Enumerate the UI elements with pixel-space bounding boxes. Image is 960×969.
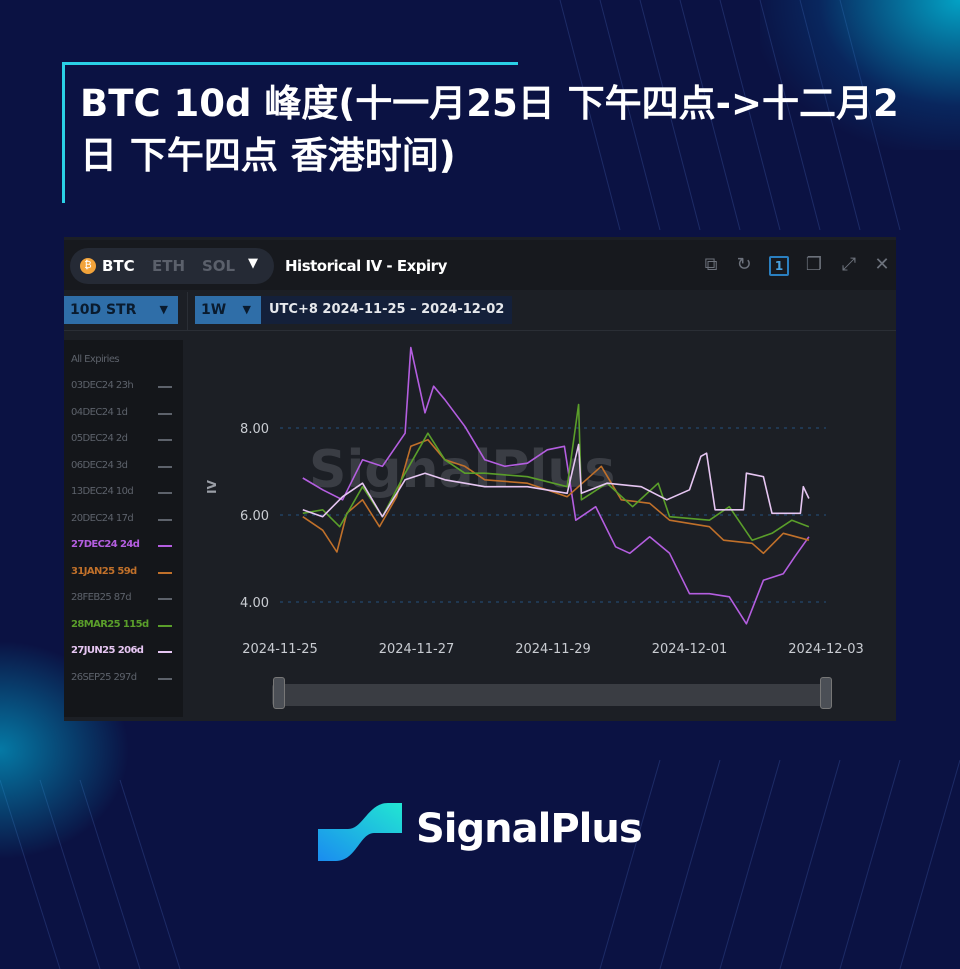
- legend-item[interactable]: 27DEC24 24d: [71, 539, 172, 550]
- legend-item[interactable]: 31JAN25 59d: [71, 565, 172, 577]
- legend-item-label: 03DEC24 23h: [71, 380, 134, 391]
- close-icon[interactable]: ✕: [874, 254, 890, 275]
- legend-line-swatch: [158, 439, 172, 441]
- legend-item-label: 28MAR25 115d: [71, 618, 149, 630]
- legend-line-swatch: [158, 412, 172, 415]
- coin-btc[interactable]: BTC: [102, 257, 135, 275]
- page-title: BTC 10d 峰度(十一月25日 下午四点->十二月2日 下午四点 香港时间): [80, 82, 899, 177]
- range-select-value: 1W: [201, 302, 227, 318]
- legend-item[interactable]: 26SEP25 297d: [71, 671, 172, 683]
- divider: [187, 292, 188, 330]
- legend-line-swatch: [158, 386, 172, 388]
- legend-item[interactable]: 05DEC24 2d: [71, 433, 172, 444]
- bitcoin-icon: ₿: [80, 258, 96, 274]
- metric-select[interactable]: 10D STR ▼: [64, 296, 178, 324]
- legend-line-swatch: [158, 677, 172, 680]
- legend-item[interactable]: 27JUN25 206d: [71, 645, 172, 656]
- expiry-legend: All Expiries 03DEC24 23h 04DEC24 1d 05DEC2…: [64, 340, 183, 717]
- x-tick-label: 2024-11-27: [379, 642, 455, 657]
- legend-line-swatch: [158, 598, 172, 600]
- legend-item-label: 27DEC24 24d: [71, 539, 140, 550]
- x-tick-label: 2024-11-25: [242, 642, 318, 657]
- legend-item[interactable]: 20DEC24 17d: [71, 512, 172, 524]
- y-tick-label: 6.00: [240, 509, 269, 524]
- legend-header[interactable]: All Expiries: [71, 354, 120, 365]
- x-tick-label: 2024-11-29: [515, 642, 591, 657]
- title-frame: [62, 62, 518, 203]
- historical-iv-widget: ₿ BTC ETH SOL ▼ Historical IV - Expiry ⧉…: [64, 237, 896, 721]
- metric-select-value: 10D STR: [70, 302, 137, 318]
- range-handle-left[interactable]: [273, 677, 285, 709]
- date-range[interactable]: UTC+8 2024-11-25 – 2024-12-02: [261, 296, 513, 324]
- range-scrollbar[interactable]: [272, 684, 832, 706]
- widget-title: Historical IV - Expiry: [285, 257, 447, 275]
- series-line-27dec24: [302, 346, 810, 625]
- widget-header: ₿ BTC ETH SOL ▼ Historical IV - Expiry ⧉…: [64, 240, 896, 290]
- brand-name: SignalPlus: [416, 806, 643, 852]
- range-handle-right[interactable]: [820, 677, 832, 709]
- y-tick-label: 4.00: [240, 596, 269, 611]
- legend-line-swatch: [158, 465, 172, 468]
- coin-selector[interactable]: ₿ BTC ETH SOL ▼: [70, 248, 274, 284]
- legend-line-swatch: [158, 571, 172, 574]
- caret-down-icon: ▼: [242, 303, 251, 316]
- legend-item[interactable]: 03DEC24 23h: [71, 380, 172, 391]
- series-line-31jan25: [302, 438, 810, 555]
- legend-item[interactable]: 04DEC24 1d: [71, 406, 172, 418]
- y-axis-label: IV: [205, 479, 219, 493]
- legend-item-label: 27JUN25 206d: [71, 645, 144, 656]
- legend-line-swatch: [158, 624, 172, 627]
- legend-item-label: 31JAN25 59d: [71, 565, 137, 577]
- legend-line-swatch: [158, 518, 172, 521]
- duplicate-icon[interactable]: ❐: [805, 254, 823, 275]
- glow-top-right: [760, 0, 960, 150]
- legend-item-label: 04DEC24 1d: [71, 406, 128, 418]
- legend-item-label: 20DEC24 17d: [71, 512, 134, 524]
- signalplus-logo-icon: [318, 803, 402, 861]
- legend-item-label: 13DEC24 10d: [71, 486, 134, 497]
- legend-item[interactable]: 13DEC24 10d: [71, 486, 172, 497]
- legend-item-label: 28FEB25 87d: [71, 592, 132, 603]
- legend-line-swatch: [158, 492, 172, 494]
- external-link-icon[interactable]: ⧉: [704, 254, 718, 275]
- legend-item-label: 06DEC24 3d: [71, 459, 128, 471]
- x-tick-label: 2024-12-03: [788, 642, 864, 657]
- window-number-badge[interactable]: 1: [769, 256, 789, 276]
- legend-item-label: 05DEC24 2d: [71, 433, 128, 444]
- x-tick-label: 2024-12-01: [652, 642, 728, 657]
- legend-item[interactable]: 28MAR25 115d: [71, 618, 172, 630]
- legend-item-label: 26SEP25 297d: [71, 671, 137, 683]
- legend-line-swatch: [158, 545, 172, 547]
- toolbar: 10D STR ▼ 1W ▼ UTC+8 2024-11-25 – 2024-12-…: [64, 292, 896, 331]
- legend-item[interactable]: 06DEC24 3d: [71, 459, 172, 471]
- legend-item[interactable]: 28FEB25 87d: [71, 592, 172, 603]
- series-line-27jun25: [302, 443, 810, 518]
- caret-down-icon: ▼: [159, 303, 168, 316]
- y-tick-label: 8.00: [240, 422, 269, 437]
- expand-icon[interactable]: ⤢: [841, 254, 857, 275]
- coin-sol[interactable]: SOL: [202, 257, 236, 275]
- legend-line-swatch: [158, 651, 172, 653]
- caret-down-icon[interactable]: ▼: [248, 256, 258, 271]
- refresh-icon[interactable]: ↻: [736, 254, 752, 275]
- range-select[interactable]: 1W ▼: [195, 296, 261, 324]
- coin-eth[interactable]: ETH: [152, 257, 186, 275]
